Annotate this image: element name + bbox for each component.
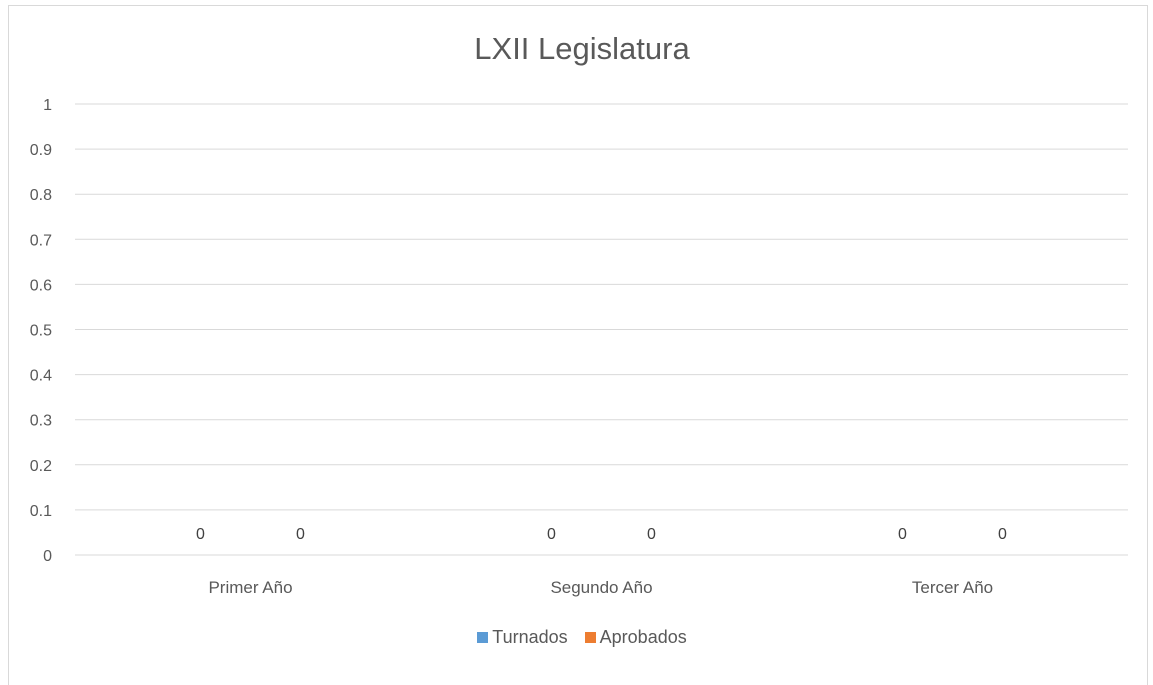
legend: Turnados Aprobados [0,627,1153,648]
y-tick-label: 0.4 [30,368,52,385]
legend-item-aprobados: Aprobados [584,627,687,648]
chart-title: LXII Legislatura [474,31,690,66]
legend-swatch-turnados [477,632,489,643]
y-tick-label: 0.3 [30,413,52,430]
y-tick-label: 0 [43,548,52,565]
legend-label-aprobados: Aprobados [599,627,687,647]
y-tick-label: 0.9 [30,142,52,159]
y-tick-label: 0.6 [30,277,52,294]
x-category-label: Tercer Año [912,578,993,597]
x-category-label: Segundo Año [550,578,652,597]
data-label: 0 [547,526,556,543]
x-category-label: Primer Año [208,578,292,597]
data-label: 0 [196,526,205,543]
y-tick-label: 0.7 [30,232,52,249]
legend-item-turnados: Turnados [477,627,568,648]
y-tick-label: 1 [43,97,52,114]
y-tick-label: 0.2 [30,458,52,475]
data-label: 0 [647,526,656,543]
chart-frame [8,5,1148,685]
y-tick-label: 0.8 [30,187,52,204]
legend-swatch-aprobados [584,632,596,643]
y-tick-label: 0.1 [30,503,52,520]
data-label: 0 [296,526,305,543]
y-tick-label: 0.5 [30,323,52,340]
data-label: 0 [898,526,907,543]
data-label: 0 [998,526,1007,543]
legend-label-turnados: Turnados [492,627,568,647]
